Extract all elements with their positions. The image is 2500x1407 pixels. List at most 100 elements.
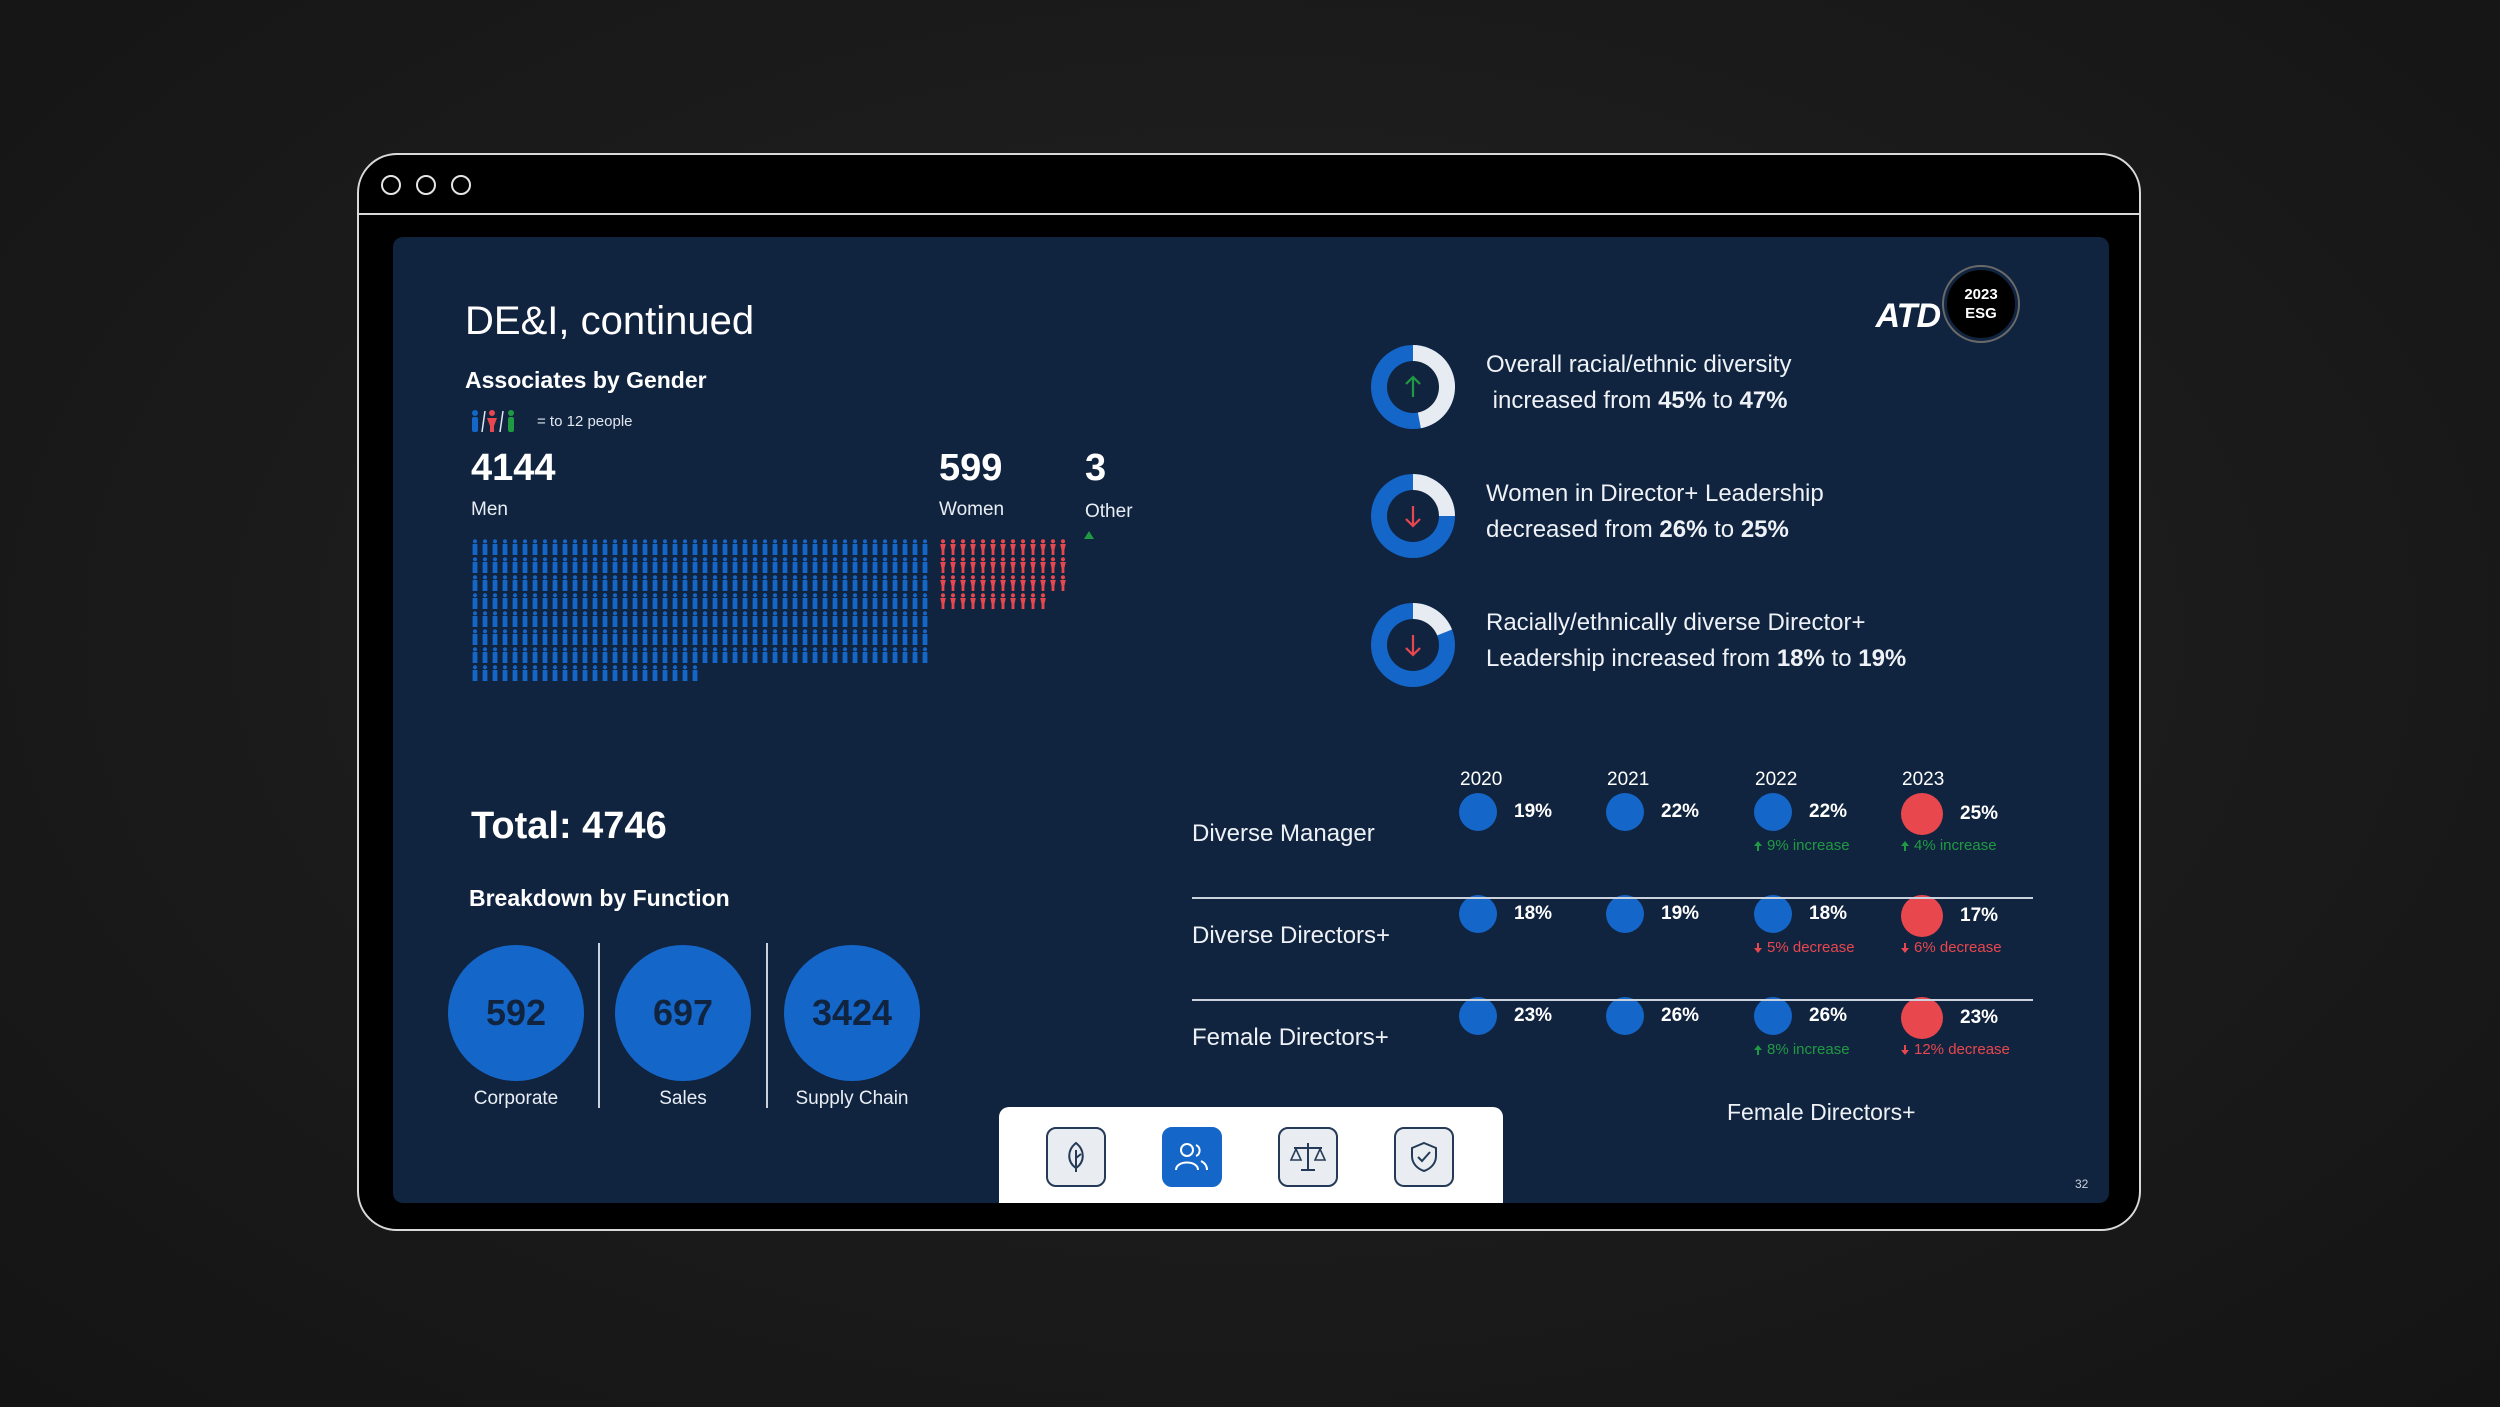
man-figure bbox=[682, 539, 688, 555]
man-figure bbox=[732, 647, 738, 663]
man-figure bbox=[712, 611, 718, 627]
man-figure bbox=[482, 611, 488, 627]
change-note-text: 12% decrease bbox=[1914, 1041, 2010, 1058]
environment-nav-button[interactable] bbox=[1046, 1127, 1106, 1187]
man-figure bbox=[542, 629, 548, 645]
change-note-text: 9% increase bbox=[1767, 837, 1850, 854]
man-figure bbox=[922, 629, 928, 645]
man-figure bbox=[482, 647, 488, 663]
man-figure bbox=[852, 629, 858, 645]
section-nav bbox=[999, 1107, 1503, 1203]
woman-figure bbox=[1010, 539, 1016, 555]
man-figure bbox=[522, 539, 528, 555]
supply-chain-circle: 3424 bbox=[784, 945, 920, 1081]
highlight-text: Racially/ethnically diverse Director+ Lea… bbox=[1486, 605, 1906, 677]
man-figure bbox=[912, 539, 918, 555]
other-count: 3 bbox=[1085, 447, 1107, 489]
window-dot-2[interactable] bbox=[416, 175, 436, 195]
man-figure bbox=[532, 557, 538, 573]
man-figure bbox=[812, 575, 818, 591]
man-figure bbox=[652, 629, 658, 645]
man-figure bbox=[662, 557, 668, 573]
man-figure bbox=[782, 539, 788, 555]
woman-figure bbox=[970, 575, 976, 591]
man-figure bbox=[642, 575, 648, 591]
woman-figure bbox=[990, 575, 996, 591]
diversity-donut bbox=[1371, 345, 1455, 429]
woman-figure bbox=[1040, 539, 1046, 555]
brand-logo: ATD bbox=[1875, 297, 1941, 335]
man-figure bbox=[642, 539, 648, 555]
man-figure bbox=[602, 629, 608, 645]
trend-cell: 19% bbox=[1459, 793, 1552, 831]
man-figure bbox=[712, 575, 718, 591]
change-note: 12% decrease bbox=[1900, 1041, 2010, 1058]
man-figure bbox=[572, 575, 578, 591]
window-dot-1[interactable] bbox=[381, 175, 401, 195]
window-dot-3[interactable] bbox=[451, 175, 471, 195]
man-figure bbox=[712, 557, 718, 573]
man-figure bbox=[632, 611, 638, 627]
sales-circle: 697 bbox=[615, 945, 751, 1081]
trend-value: 23% bbox=[1960, 1007, 1999, 1028]
man-figure bbox=[822, 629, 828, 645]
value-dot bbox=[1459, 895, 1497, 933]
man-figure bbox=[802, 557, 808, 573]
governance-nav-button[interactable] bbox=[1278, 1127, 1338, 1187]
man-figure bbox=[482, 557, 488, 573]
trend-cell: 18% bbox=[1459, 895, 1552, 933]
man-figure bbox=[782, 629, 788, 645]
man-figure bbox=[822, 539, 828, 555]
man-figure bbox=[742, 647, 748, 663]
man-figure bbox=[652, 611, 658, 627]
man-figure bbox=[592, 647, 598, 663]
woman-figure bbox=[1040, 593, 1046, 609]
change-note: 9% increase bbox=[1753, 837, 1850, 854]
arrow-down-icon bbox=[1901, 942, 1909, 953]
security-nav-button[interactable] bbox=[1394, 1127, 1454, 1187]
man-figure bbox=[782, 593, 788, 609]
highlight-line-2-prefix: Leadership increased from bbox=[1486, 645, 1777, 672]
man-figure bbox=[502, 539, 508, 555]
window-titlebar bbox=[359, 155, 2139, 215]
man-figure bbox=[642, 647, 648, 663]
man-figure bbox=[802, 539, 808, 555]
man-figure bbox=[692, 593, 698, 609]
man-figure bbox=[522, 665, 528, 681]
diversity-donut bbox=[1371, 474, 1455, 558]
scale-icon bbox=[1289, 1143, 1327, 1171]
man-figure bbox=[792, 575, 798, 591]
trend-cell: 18% bbox=[1754, 895, 1847, 933]
woman-figure bbox=[1010, 557, 1016, 573]
man-figure bbox=[692, 557, 698, 573]
man-figure bbox=[532, 665, 538, 681]
woman-figure bbox=[1020, 575, 1026, 591]
man-figure bbox=[732, 557, 738, 573]
man-figure bbox=[852, 593, 858, 609]
man-figure bbox=[892, 593, 898, 609]
trend-cell: 19% bbox=[1606, 895, 1699, 933]
leaf-icon bbox=[1068, 1141, 1084, 1172]
man-figure bbox=[682, 629, 688, 645]
woman-figure bbox=[960, 539, 966, 555]
man-figure bbox=[512, 539, 518, 555]
man-figure bbox=[752, 611, 758, 627]
social-nav-button[interactable] bbox=[1162, 1127, 1222, 1187]
man-figure bbox=[792, 647, 798, 663]
trend-value: 23% bbox=[1514, 1005, 1553, 1026]
woman-figure bbox=[950, 557, 956, 573]
highlight-from: 26% bbox=[1659, 516, 1708, 543]
man-figure bbox=[472, 539, 478, 555]
man-figure bbox=[772, 629, 778, 645]
man-figure bbox=[692, 539, 698, 555]
woman-figure bbox=[1050, 539, 1056, 555]
man-figure bbox=[872, 593, 878, 609]
man-figure bbox=[752, 575, 758, 591]
man-figure bbox=[472, 665, 478, 681]
man-figure bbox=[852, 647, 858, 663]
man-figure bbox=[652, 575, 658, 591]
man-figure bbox=[532, 629, 538, 645]
man-figure bbox=[862, 557, 868, 573]
man-figure bbox=[612, 629, 618, 645]
trend-value: 26% bbox=[1809, 1005, 1848, 1026]
